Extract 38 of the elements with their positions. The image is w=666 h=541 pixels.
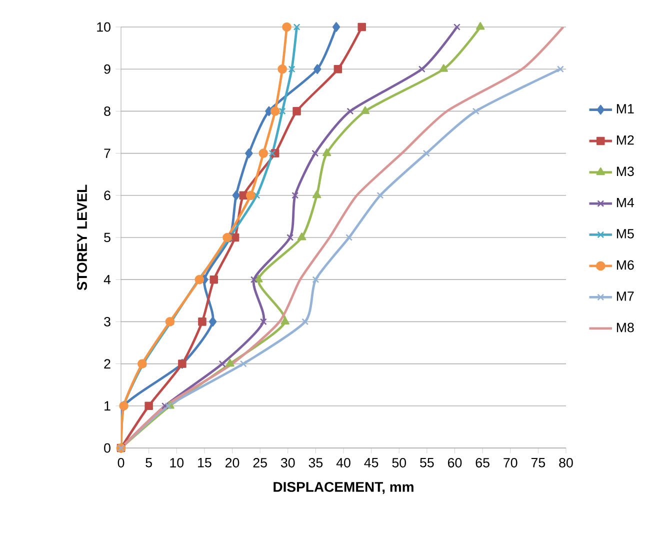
x-tick-label: 45 xyxy=(364,458,378,468)
y-tick-label: 0 xyxy=(104,443,110,453)
legend-label: M6 xyxy=(616,260,634,270)
y-tick-label: 1 xyxy=(104,401,110,410)
x-tick-label: 20 xyxy=(226,458,240,468)
y-tick-label: 9 xyxy=(104,64,110,74)
x-tick-label: 5 xyxy=(146,458,152,468)
x-tick-label: 0 xyxy=(118,458,124,468)
x-tick-label: 50 xyxy=(392,458,406,468)
x-tick-label: 25 xyxy=(253,458,267,468)
y-tick-label: 8 xyxy=(104,106,110,116)
x-tick-label: 65 xyxy=(476,458,490,468)
y-tick-label: 7 xyxy=(104,148,110,158)
x-tick-label: 15 xyxy=(198,458,212,468)
legend-label: M2 xyxy=(616,135,634,145)
y-tick-label: 4 xyxy=(104,274,111,284)
legend-label: M1 xyxy=(616,104,634,114)
x-tick-label: 70 xyxy=(504,458,518,468)
legend-label: M8 xyxy=(616,322,634,332)
y-tick-label: 5 xyxy=(104,232,110,242)
x-tick-label: 10 xyxy=(170,458,184,468)
x-tick-label: 35 xyxy=(308,458,323,468)
legend-label: M7 xyxy=(616,292,634,301)
legend-label: M5 xyxy=(616,229,634,238)
x-tick-label: 55 xyxy=(420,458,434,468)
y-tick-label: 2 xyxy=(104,359,110,368)
x-tick-label: 60 xyxy=(448,458,462,468)
x-tick-label: 30 xyxy=(280,458,295,468)
y-tick-label: 6 xyxy=(104,190,110,200)
legend-label: M4 xyxy=(616,198,634,208)
x-tick-label: 40 xyxy=(336,458,350,468)
x-tick-label: 75 xyxy=(531,458,546,468)
y-axis-title: STOREY LEVEL xyxy=(77,184,87,290)
x-tick-label: 80 xyxy=(559,458,573,468)
y-tick-label: 10 xyxy=(97,22,110,32)
x-axis-title: DISPLACEMENT, mm xyxy=(274,482,414,494)
legend-label: M3 xyxy=(616,166,634,176)
y-tick-label: 3 xyxy=(104,316,110,326)
